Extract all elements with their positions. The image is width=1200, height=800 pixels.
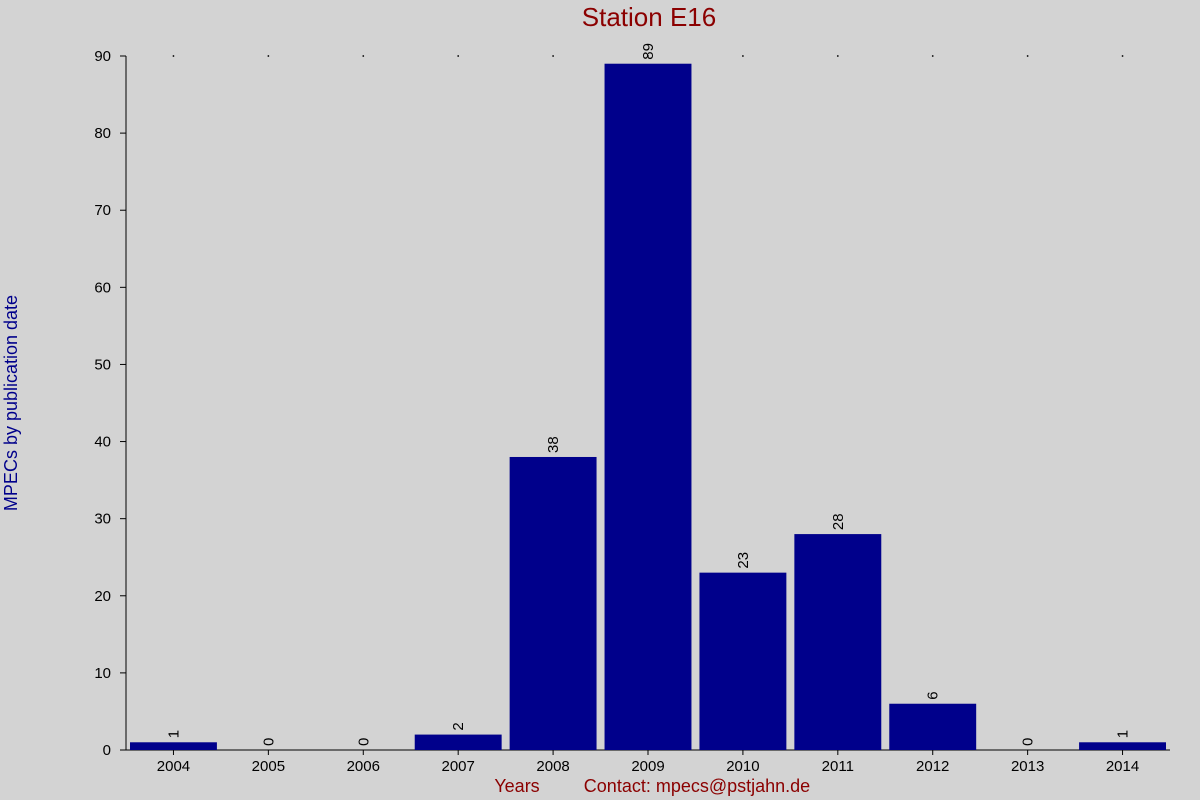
- top-marker-dot: [742, 55, 744, 57]
- x-tick-label: 2012: [916, 758, 949, 775]
- bar: [130, 742, 217, 750]
- data-label: 0: [1020, 738, 1037, 746]
- top-marker-dot: [836, 55, 839, 57]
- bar: [509, 456, 597, 750]
- x-tick-label: 2005: [252, 758, 285, 775]
- bar: [604, 63, 692, 750]
- data-label: 0: [355, 738, 372, 746]
- data-label: 38: [545, 436, 562, 453]
- top-marker-dot: [552, 55, 554, 57]
- y-tick-label: 90: [94, 48, 111, 65]
- bar: [414, 734, 502, 750]
- y-tick-label: 40: [94, 434, 111, 451]
- y-tick-label: 50: [94, 356, 111, 373]
- y-tick-label: 60: [94, 279, 111, 296]
- x-tick-label: 2004: [157, 758, 190, 775]
- data-label: 1: [1115, 730, 1132, 738]
- top-marker-dot: [931, 55, 934, 57]
- bar: [1079, 742, 1166, 750]
- plot-area: 0102030405060708090200412005020060200722…: [94, 43, 1170, 775]
- y-tick-label: 80: [94, 125, 111, 142]
- top-marker-dot: [1026, 55, 1029, 57]
- x-tick-label: 2011: [822, 758, 854, 775]
- x-tick-label: 2014: [1106, 758, 1139, 775]
- data-label: 23: [735, 552, 752, 569]
- x-tick-label: 2008: [536, 758, 569, 775]
- x-tick-label: 2006: [347, 758, 380, 775]
- y-axis-title: MPECs by publication date: [1, 295, 21, 511]
- y-tick-label: 70: [94, 202, 111, 219]
- data-label: 2: [450, 722, 467, 730]
- y-tick-label: 20: [94, 588, 111, 605]
- data-label: 28: [830, 513, 847, 530]
- data-label: 1: [165, 730, 182, 738]
- y-tick-label: 30: [94, 511, 111, 528]
- top-marker-dot: [457, 55, 460, 57]
- top-marker-dot: [172, 55, 175, 57]
- y-tick-label: 10: [94, 665, 111, 682]
- x-axis-title: Years: [494, 776, 539, 796]
- bar: [794, 534, 882, 750]
- bar: [699, 572, 787, 750]
- top-marker-dot: [647, 55, 649, 57]
- x-tick-label: 2007: [441, 758, 474, 775]
- data-label: 0: [260, 738, 277, 746]
- chart-title: Station E16: [582, 2, 716, 32]
- bar: [889, 703, 977, 750]
- top-marker-dot: [1121, 55, 1124, 57]
- x-tick-label: 2009: [631, 758, 664, 775]
- top-marker-dot: [267, 55, 270, 57]
- y-tick-label: 0: [103, 742, 111, 759]
- x-tick-label: 2013: [1011, 758, 1044, 775]
- contact-footer: Contact: mpecs@pstjahn.de: [584, 776, 810, 796]
- x-tick-label: 2010: [726, 758, 759, 775]
- top-marker-dot: [362, 55, 365, 57]
- data-label: 89: [640, 43, 657, 60]
- data-label: 6: [925, 691, 942, 699]
